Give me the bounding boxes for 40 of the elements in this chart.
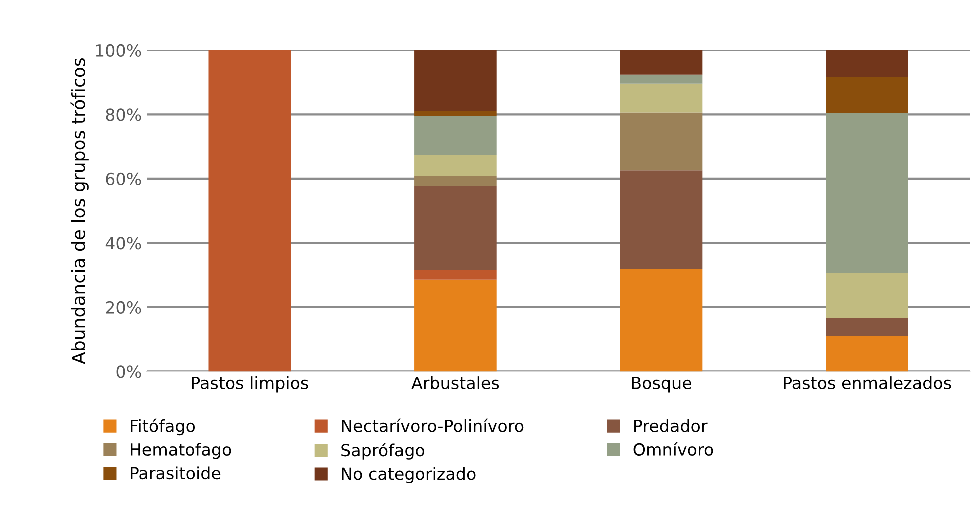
y-tick-label: 0% bbox=[116, 366, 142, 378]
legend-label: Predador bbox=[634, 419, 708, 432]
bar bbox=[414, 111, 497, 116]
y-axis-title: Abundancia de los grupos tróficos bbox=[70, 58, 89, 364]
bar bbox=[414, 270, 497, 280]
bar bbox=[826, 50, 908, 78]
y-tick-label: 20% bbox=[106, 301, 142, 314]
bar bbox=[620, 112, 703, 171]
bar bbox=[620, 270, 703, 372]
bar bbox=[620, 84, 703, 113]
y-tick-label: 80% bbox=[106, 108, 142, 122]
x-tick-label: Pastos enmalezados bbox=[784, 376, 952, 390]
x-tick-label: Arbustales bbox=[412, 376, 500, 390]
bar bbox=[208, 50, 292, 372]
bar bbox=[826, 77, 908, 114]
y-tick-label: 40% bbox=[106, 237, 142, 250]
legend-label: Fitófago bbox=[131, 418, 196, 436]
y-tick-label: 60% bbox=[106, 172, 142, 186]
bar bbox=[414, 116, 497, 156]
legend-label: Hematofago bbox=[131, 443, 232, 460]
bar bbox=[620, 74, 703, 84]
bar bbox=[414, 50, 497, 112]
legend-label: No categorizado bbox=[342, 467, 476, 484]
legend-label: Omnívoro bbox=[634, 442, 714, 456]
bar bbox=[826, 318, 908, 336]
bar bbox=[414, 280, 497, 372]
x-tick-label: Pastos limpios bbox=[192, 376, 308, 393]
bar bbox=[414, 186, 497, 271]
y-tick-label: 100% bbox=[96, 44, 142, 58]
bar bbox=[620, 50, 703, 75]
bar bbox=[826, 336, 908, 372]
bar bbox=[826, 273, 908, 318]
x-tick-label: Bosque bbox=[632, 377, 692, 393]
legend-label: Nectarívoro-Polinívoro bbox=[342, 418, 524, 432]
bar bbox=[826, 113, 908, 274]
legend-label: Saprófago bbox=[342, 443, 425, 460]
bar bbox=[414, 155, 497, 176]
bar bbox=[620, 170, 703, 270]
legend-label: Parasitoide bbox=[131, 466, 221, 480]
bar bbox=[414, 176, 497, 186]
